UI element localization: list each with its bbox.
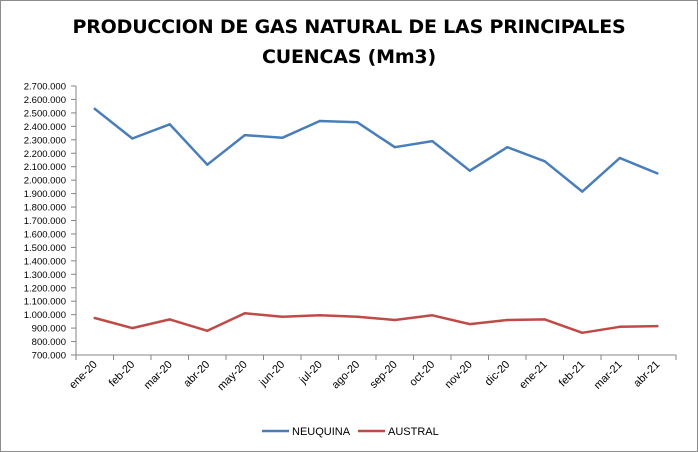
x-tick-label: ago-20 [330,359,363,392]
data-point-neuquina [656,172,659,175]
y-tick-label: 1.400.000 [24,256,66,267]
y-tick-label: 900.000 [32,324,66,335]
y-tick-label: 1.600.000 [24,229,66,240]
x-axis-ticks: ene-20 feb-20 mar-20 abr-20 may-20 jun-20 jul-… [67,355,677,393]
data-point-neuquina [93,107,96,111]
x-tick-label: ene-20 [67,359,100,392]
data-point-austral [618,325,621,328]
data-point-austral [243,312,246,315]
data-point-neuquina [206,163,209,166]
y-tick-label: 2.100.000 [24,162,66,173]
data-point-neuquina [281,136,284,139]
legend-label-austral: AUSTRAL [388,426,439,438]
y-tick-label: 2.600.000 [24,95,66,106]
y-axis-ticks: 700.000 800.000 900.000 1.000.000 1.100.000 1… [24,82,76,362]
y-tick-label: 2.500.000 [24,108,66,119]
data-point-neuquina [356,121,359,124]
data-point-austral [543,318,546,321]
y-tick-label: 2.300.000 [24,135,66,146]
data-point-neuquina [243,133,246,137]
x-tick-label: nov-20 [443,359,475,391]
data-point-neuquina [318,119,321,123]
data-point-austral [581,331,584,335]
x-tick-label: oct-20 [407,359,437,389]
series-line-neuquina [93,107,659,193]
data-point-austral [393,318,396,322]
y-tick-label: 1.900.000 [24,189,66,200]
data-point-neuquina [468,169,471,172]
x-tick-label: feb-21 [557,359,588,390]
chart-title-line-1: PRODUCCION DE GAS NATURAL DE LAS PRINCIP… [72,16,626,38]
x-tick-label: may-20 [215,359,249,393]
y-tick-label: 1.500.000 [24,243,66,254]
x-tick-label: feb-20 [107,359,138,390]
y-tick-label: 1.200.000 [24,283,66,294]
data-point-austral [168,318,171,321]
data-point-neuquina [618,156,621,160]
data-point-neuquina [543,160,546,163]
data-point-neuquina [168,123,171,126]
x-tick-label: jun-20 [257,359,288,390]
x-tick-label: mar-20 [142,359,175,392]
x-tick-label: ene-21 [517,359,550,392]
y-tick-label: 1.300.000 [24,270,66,281]
chart-title-line-2: CUENCAS (Mm3) [262,46,436,68]
data-point-neuquina [431,139,434,143]
data-point-austral [431,314,434,317]
x-tick-label: mar-21 [592,359,625,392]
data-point-neuquina [393,145,396,149]
data-point-austral [506,318,509,322]
data-point-austral [131,326,134,330]
data-point-austral [318,314,321,317]
y-tick-label: 1.100.000 [24,297,66,308]
y-tick-label: 1.700.000 [24,216,66,227]
y-tick-label: 800.000 [32,337,66,348]
x-tick-label: jul-20 [297,359,325,387]
legend: NEUQUINA AUSTRAL [262,426,439,438]
y-tick-label: 2.700.000 [24,82,66,93]
x-tick-label: dic-20 [483,359,513,389]
x-tick-label: sep-20 [368,359,400,391]
data-point-austral [356,315,359,318]
data-point-austral [656,324,659,328]
data-point-neuquina [581,190,584,193]
data-point-austral [93,316,96,320]
legend-label-neuquina: NEUQUINA [292,426,351,438]
data-point-austral [206,329,209,332]
x-tick-label: abr-21 [631,359,662,390]
x-tick-label: abr-20 [181,359,212,390]
data-point-austral [468,322,471,326]
data-point-neuquina [131,137,134,140]
data-point-neuquina [506,145,509,149]
y-tick-label: 2.200.000 [24,149,66,160]
y-tick-label: 2.400.000 [24,122,66,133]
series-line-austral [93,312,659,335]
y-tick-label: 1.000.000 [24,310,66,321]
y-tick-label: 700.000 [32,351,66,362]
series-layer [93,107,659,335]
y-tick-label: 1.800.000 [24,203,66,214]
y-tick-label: 2.000.000 [24,176,66,187]
data-point-austral [281,315,284,318]
